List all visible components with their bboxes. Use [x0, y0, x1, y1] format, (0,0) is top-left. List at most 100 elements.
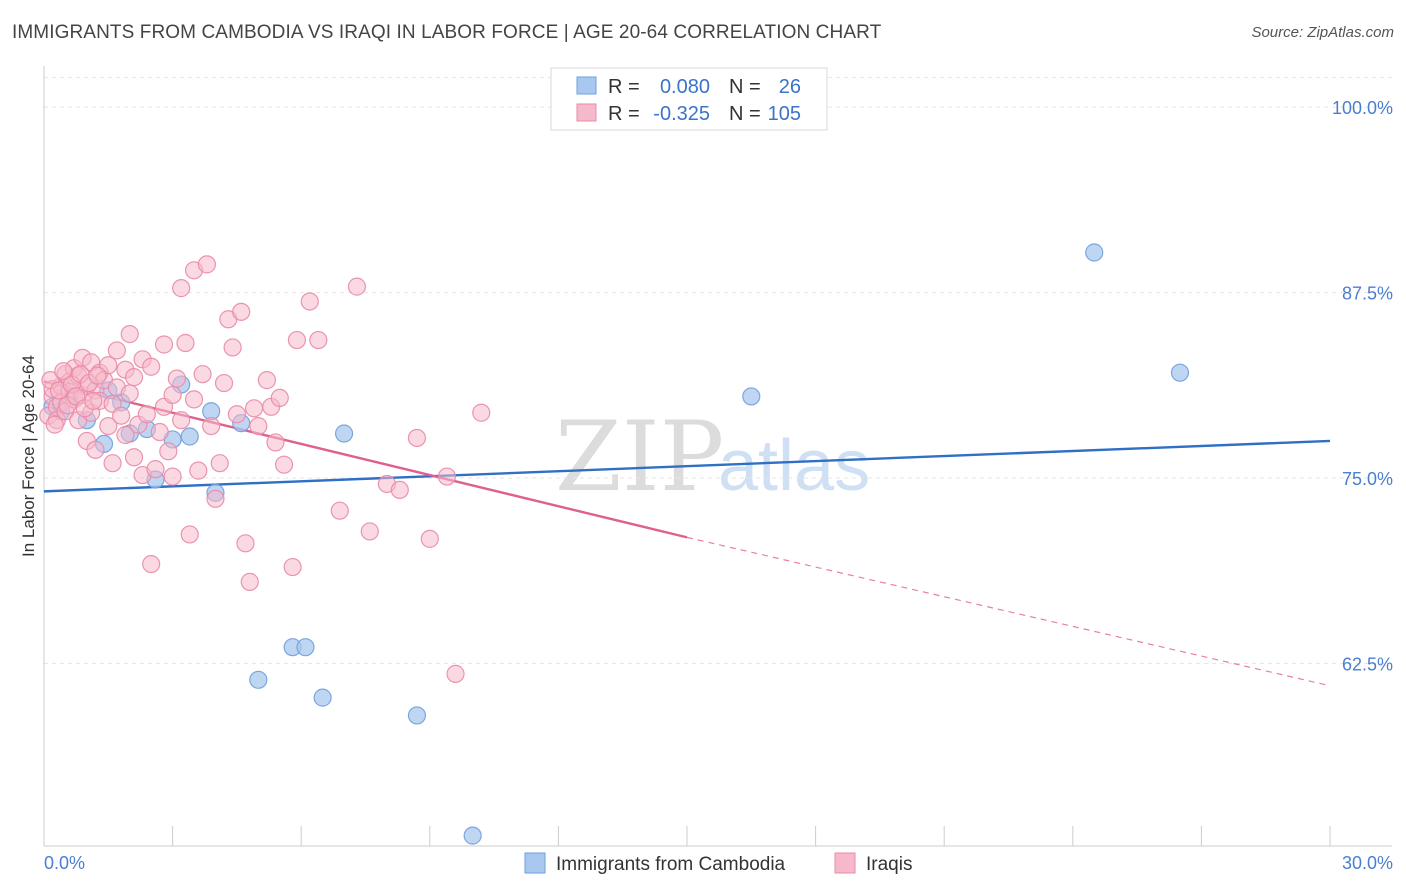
point-cambodia	[180, 427, 199, 446]
point-cambodia	[742, 387, 761, 406]
legend-r-label: R =	[608, 76, 640, 98]
point-cambodia	[463, 826, 482, 845]
y-tick-label: 87.5%	[1342, 284, 1393, 304]
point-iraqis	[154, 335, 174, 354]
legend-r-label: R =	[608, 103, 640, 125]
point-iraqis	[437, 467, 457, 486]
point-iraqis	[86, 440, 105, 459]
point-iraqis	[407, 428, 427, 448]
point-iraqis	[120, 325, 139, 344]
point-iraqis	[197, 255, 216, 274]
point-cambodia	[1085, 243, 1104, 262]
point-iraqis	[142, 357, 161, 376]
point-iraqis	[360, 522, 379, 541]
point-iraqis	[214, 373, 234, 393]
point-iraqis	[150, 422, 169, 442]
point-cambodia	[407, 706, 427, 725]
bottom-legend-swatch-cambodia	[524, 852, 546, 874]
point-cambodia	[334, 424, 354, 443]
points-layer	[39, 243, 1190, 845]
point-iraqis	[124, 368, 144, 387]
legend-r-value: 0.080	[660, 76, 710, 98]
point-iraqis	[84, 391, 103, 410]
bottom-legend: Immigrants from Cambodia Iraqis	[524, 852, 912, 875]
point-iraqis	[202, 416, 221, 436]
point-iraqis	[240, 572, 259, 591]
legend-n-value: 105	[768, 103, 801, 125]
point-iraqis	[287, 330, 307, 350]
point-iraqis	[172, 279, 191, 298]
point-iraqis	[167, 369, 186, 388]
watermark-atlas: atlas	[718, 426, 870, 506]
point-iraqis	[103, 454, 122, 473]
point-iraqis	[390, 480, 409, 500]
legend-swatch-cambodia	[576, 76, 597, 95]
y-axis-title: In Labor Force | Age 20-64	[19, 355, 38, 557]
point-iraqis	[257, 371, 277, 390]
point-cambodia	[249, 670, 268, 689]
point-iraqis	[137, 405, 156, 424]
point-iraqis	[176, 333, 195, 353]
point-iraqis	[283, 557, 302, 577]
legend-n-label: N =	[729, 76, 761, 98]
point-iraqis	[45, 415, 64, 434]
point-cambodia	[313, 688, 332, 707]
point-iraqis	[54, 362, 73, 381]
point-iraqis	[232, 302, 251, 321]
chart-source: Source: ZipAtlas.com	[1251, 24, 1394, 41]
bottom-legend-swatch-iraqis	[834, 852, 856, 874]
watermark-zip: ZIP	[555, 401, 724, 513]
point-iraqis	[223, 338, 242, 357]
y-tick-label: 62.5%	[1342, 654, 1393, 674]
point-iraqis	[472, 403, 491, 422]
point-iraqis	[142, 554, 161, 574]
legend-n-label: N =	[729, 103, 761, 125]
legend-r-value: -0.325	[653, 103, 710, 125]
point-iraqis	[163, 467, 182, 486]
legend-swatch-iraqis	[576, 103, 597, 122]
bottom-legend-label-cambodia: Immigrants from Cambodia	[556, 854, 786, 875]
point-iraqis	[249, 416, 268, 436]
point-iraqis	[446, 664, 465, 683]
point-iraqis	[300, 292, 319, 311]
point-iraqis	[172, 411, 191, 430]
y-tick-label: 100.0%	[1332, 98, 1393, 118]
point-iraqis	[236, 534, 255, 553]
point-iraqis	[88, 366, 107, 385]
point-iraqis	[309, 330, 328, 350]
legend-box: R = 0.080 N = 26 R = -0.325 N = 105	[550, 67, 828, 131]
point-iraqis	[163, 385, 182, 405]
point-iraqis	[210, 454, 229, 473]
axes-layer: 100.0% 87.5% 75.0% 62.5% 0.0% 30.0%	[43, 66, 1393, 873]
point-iraqis	[193, 365, 212, 384]
chart-title: IMMIGRANTS FROM CAMBODIA VS IRAQI IN LAB…	[12, 22, 882, 43]
point-iraqis	[180, 525, 199, 544]
point-cambodia	[1170, 363, 1190, 382]
point-iraqis	[189, 461, 208, 480]
legend-n-value: 26	[779, 76, 801, 98]
bottom-legend-label-iraqis: Iraqis	[866, 854, 912, 875]
x-tick-label: 0.0%	[44, 853, 85, 873]
point-iraqis	[244, 399, 264, 418]
point-iraqis	[274, 455, 294, 474]
point-iraqis	[159, 442, 178, 461]
point-iraqis	[116, 425, 135, 445]
x-tick-label: 30.0%	[1342, 853, 1393, 873]
point-iraqis	[112, 406, 131, 425]
point-cambodia	[296, 638, 315, 657]
point-iraqis	[120, 384, 139, 403]
point-iraqis	[420, 529, 439, 548]
point-iraqis	[99, 416, 118, 436]
point-iraqis	[266, 433, 285, 452]
point-iraqis	[330, 501, 349, 520]
point-iraqis	[146, 460, 165, 479]
point-iraqis	[184, 390, 204, 409]
y-tick-label: 75.0%	[1342, 469, 1393, 489]
point-iraqis	[206, 489, 225, 508]
point-iraqis	[227, 405, 246, 424]
trend-line-cambodia	[43, 439, 1331, 493]
point-iraqis	[347, 277, 367, 296]
point-iraqis	[270, 388, 289, 408]
point-iraqis	[107, 341, 126, 360]
